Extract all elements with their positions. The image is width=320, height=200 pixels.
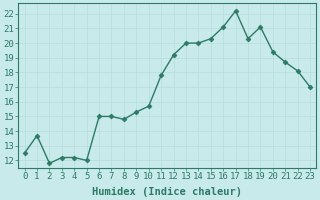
X-axis label: Humidex (Indice chaleur): Humidex (Indice chaleur) [92,186,242,197]
